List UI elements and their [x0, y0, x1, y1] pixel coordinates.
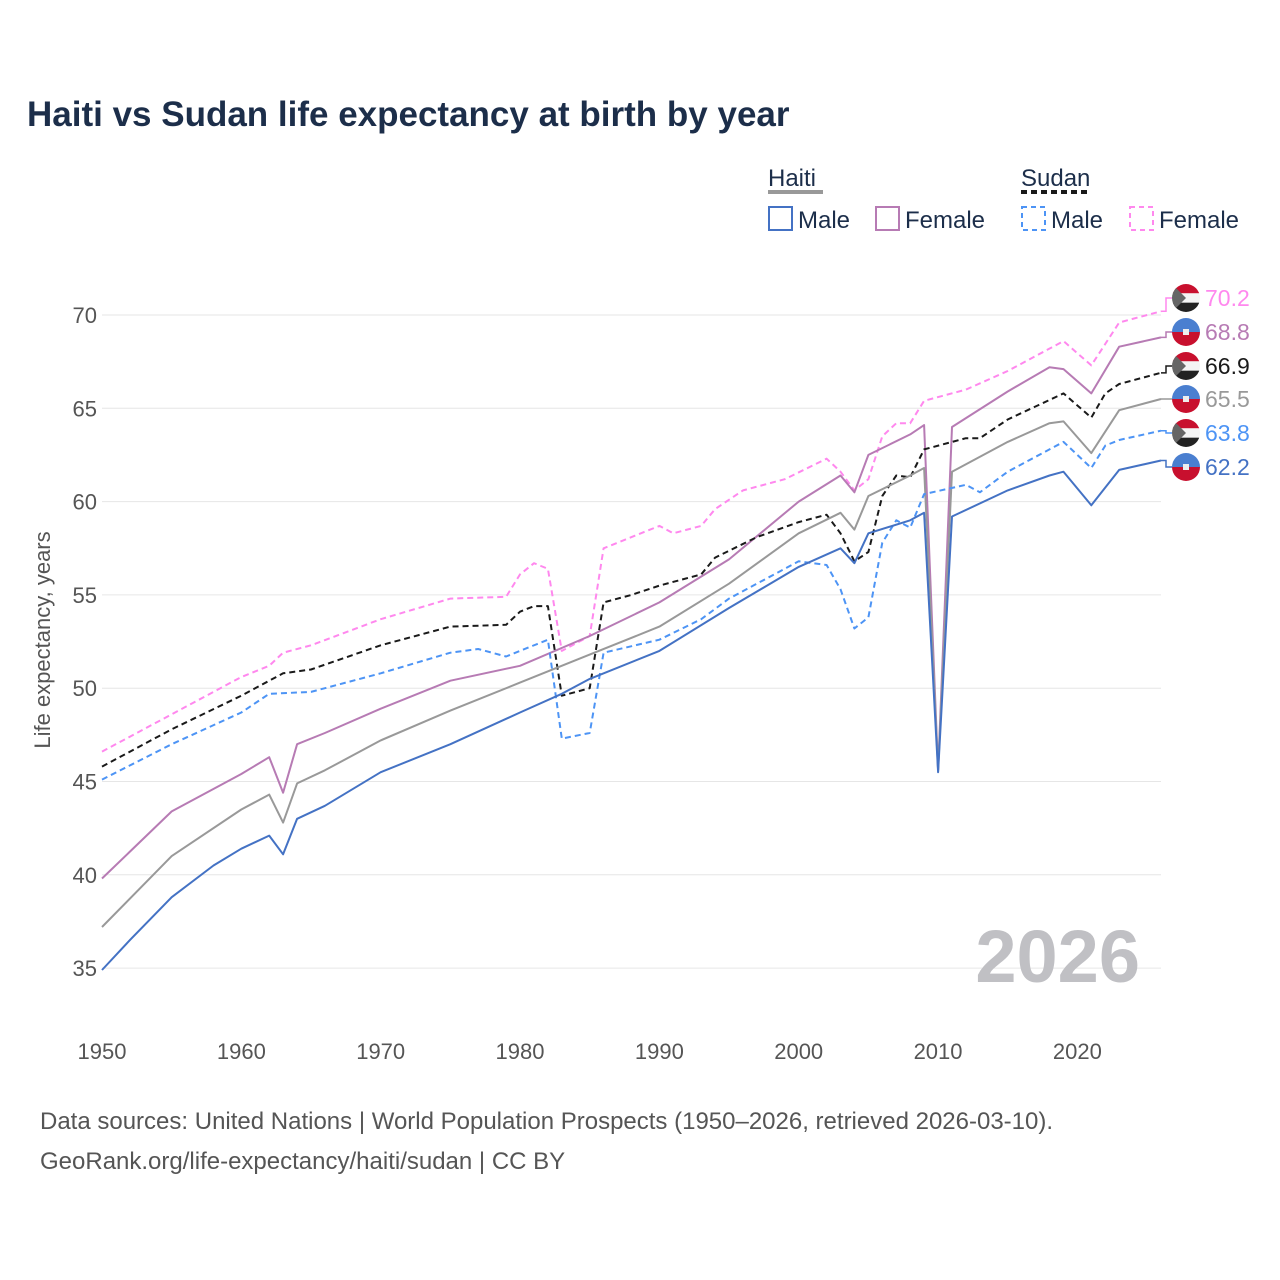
- label-connector: [1161, 459, 1172, 468]
- x-tick-label: 2000: [774, 1039, 823, 1064]
- x-tick-label: 1970: [356, 1039, 405, 1064]
- legend-sudan-female-swatch: [1129, 206, 1154, 231]
- sudan-flag-icon: [1172, 284, 1200, 312]
- end-value-label: 66.9: [1205, 353, 1250, 379]
- x-tick-label: 2020: [1053, 1039, 1102, 1064]
- x-tick-label: 1990: [635, 1039, 684, 1064]
- legend-sudan-male-label: Male: [1051, 207, 1103, 234]
- end-value-label: 63.8: [1205, 420, 1250, 446]
- series-line-sudan: [101, 371, 1162, 768]
- end-value-label: 62.2: [1205, 454, 1250, 480]
- haiti-flag-icon: [1172, 453, 1200, 481]
- series-line-sudan-female: [101, 310, 1162, 753]
- legend-haiti-male-swatch: [768, 206, 793, 231]
- y-tick-label: 35: [73, 956, 97, 981]
- y-axis-label: Life expectancy, years: [30, 531, 55, 748]
- x-tick-label: 1950: [78, 1039, 127, 1064]
- legend-haiti-male-label: Male: [798, 207, 850, 234]
- legend-group-haiti: Haiti: [768, 165, 816, 192]
- label-connector: [1161, 429, 1172, 434]
- legend-sudan-male-swatch: [1021, 206, 1046, 231]
- haiti-flag-icon: [1172, 318, 1200, 346]
- source-link[interactable]: GeoRank.org/life-expectancy/haiti/sudan …: [40, 1148, 566, 1175]
- haiti-flag-icon: [1172, 385, 1200, 413]
- current-year: 2026: [975, 915, 1140, 998]
- legend-sudan-female-label: Female: [1159, 207, 1239, 234]
- y-tick-label: 50: [73, 676, 97, 701]
- legend-haiti-female-label: Female: [905, 207, 985, 234]
- y-tick-label: 40: [73, 863, 97, 888]
- label-connector: [1161, 365, 1172, 374]
- y-tick-label: 65: [73, 396, 97, 421]
- label-connector: [1161, 331, 1172, 339]
- legend-group-sudan: Sudan: [1021, 165, 1090, 192]
- end-value-label: 70.2: [1205, 285, 1250, 311]
- legend-haiti-female-swatch: [875, 206, 900, 231]
- data-sources: Data sources: United Nations | World Pop…: [40, 1108, 1054, 1135]
- chart-title: Haiti vs Sudan life expectancy at birth …: [27, 95, 790, 134]
- y-tick-label: 55: [73, 583, 97, 608]
- series-line-haiti: [101, 398, 1162, 928]
- x-tick-label: 2010: [914, 1039, 963, 1064]
- x-tick-label: 1980: [496, 1039, 545, 1064]
- x-tick-label: 1960: [217, 1039, 266, 1064]
- series-line-haiti-male: [101, 459, 1162, 971]
- label-connector: [1161, 297, 1172, 313]
- sudan-flag-icon: [1172, 419, 1200, 447]
- y-tick-label: 45: [73, 770, 97, 795]
- y-tick-label: 70: [73, 303, 97, 328]
- sudan-flag-icon: [1172, 352, 1200, 380]
- series-line-haiti-female: [101, 336, 1162, 880]
- y-tick-label: 60: [73, 490, 97, 515]
- series-line-sudan-male: [101, 429, 1162, 781]
- end-value-label: 68.8: [1205, 319, 1250, 345]
- end-value-label: 65.5: [1205, 386, 1250, 412]
